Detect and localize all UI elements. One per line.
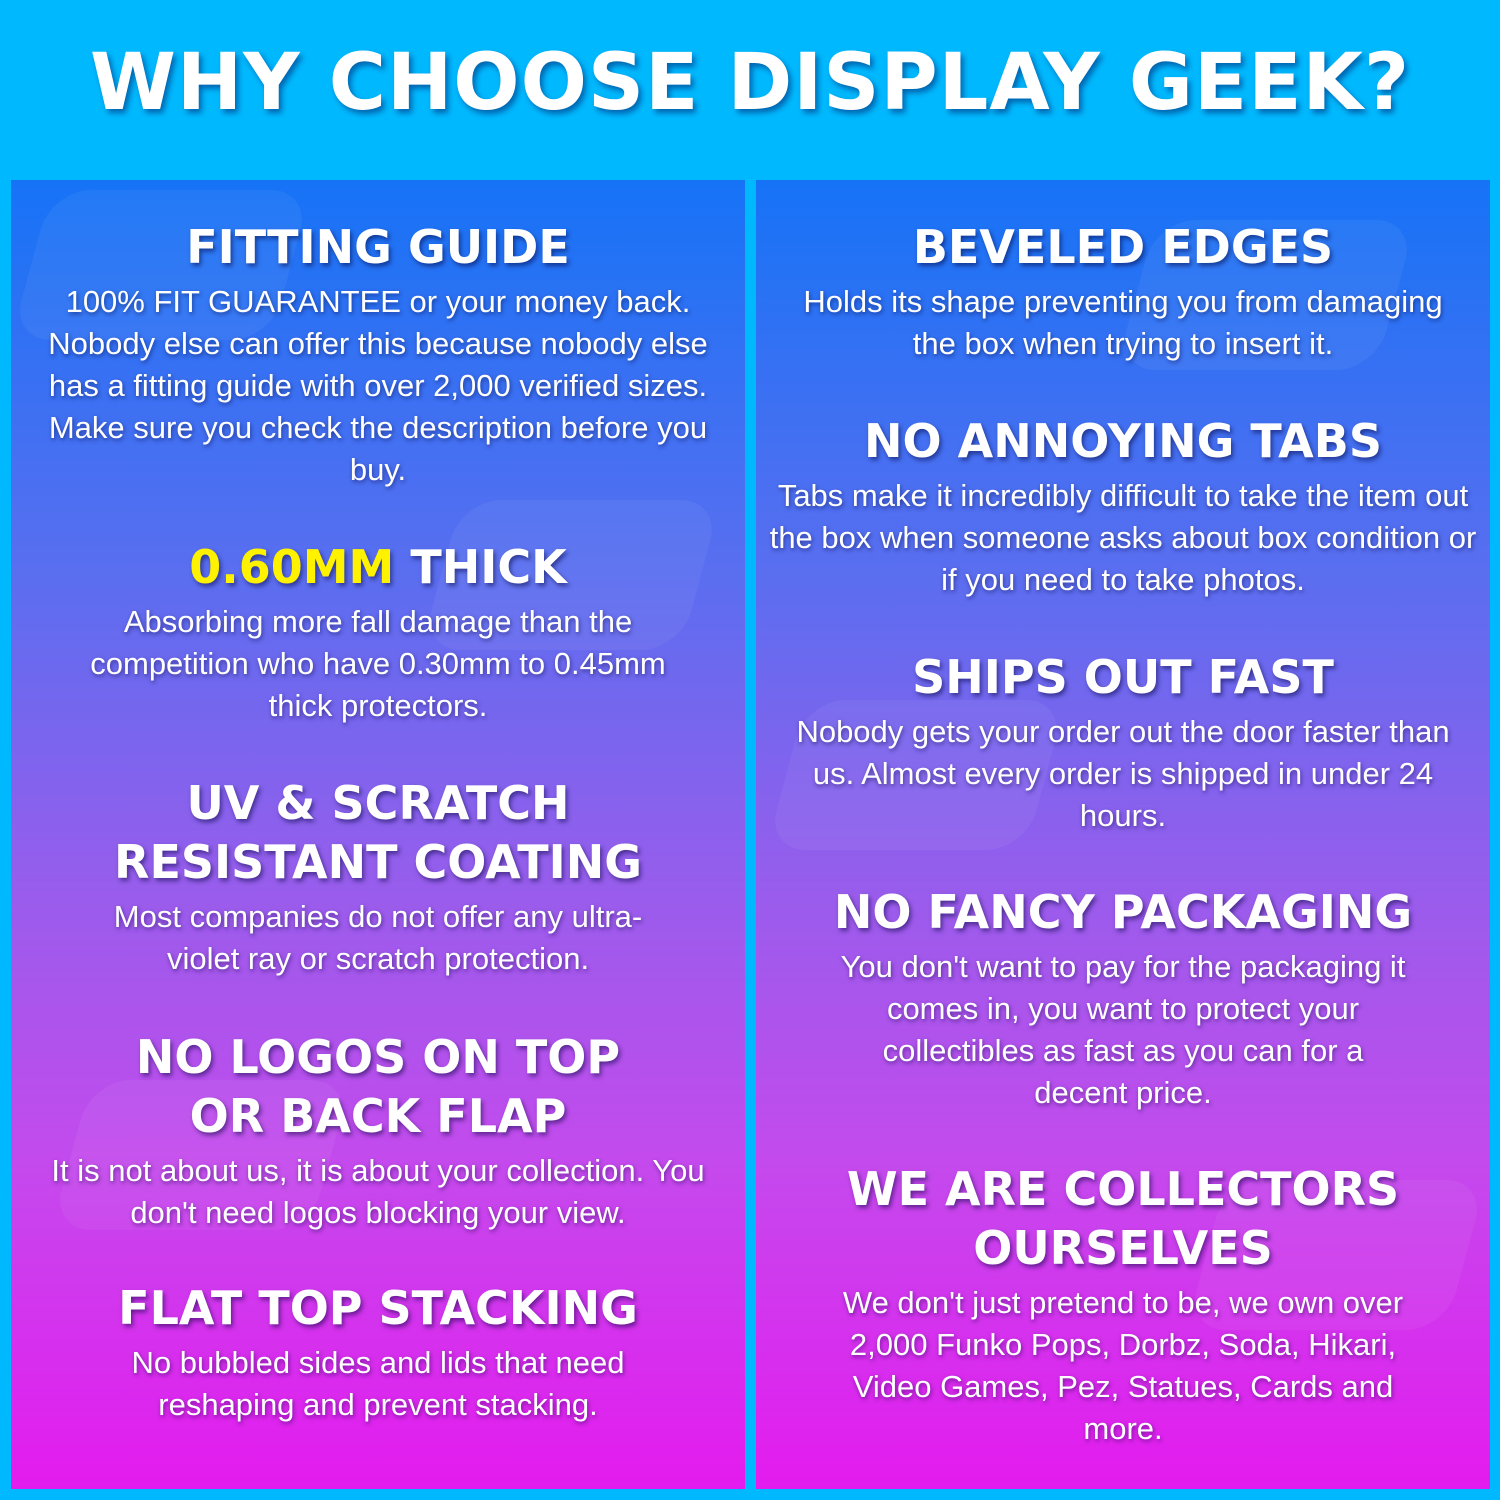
- feature-thickness: 0.60MM THICK Absorbing more fall damage …: [11, 538, 745, 727]
- feature-body: Holds its shape preventing you from dama…: [803, 284, 1443, 361]
- feature-body: 100% FIT GUARANTEE or your money back. N…: [48, 284, 708, 487]
- feature-title: UV & SCRATCH RESISTANT COATING: [114, 776, 642, 889]
- feature-title: WE ARE COLLECTORS OURSELVES: [846, 1162, 1400, 1275]
- feature-title-text: THICK: [410, 540, 567, 594]
- feature-title: SHIPS OUT FAST: [912, 650, 1334, 704]
- feature-body: Tabs make it incredibly difficult to tak…: [769, 478, 1477, 597]
- feature-flat-top: FLAT TOP STACKING No bubbled sides and l…: [11, 1279, 745, 1426]
- feature-title: 0.60MM THICK: [11, 538, 745, 597]
- feature-title: NO ANNOYING TABS: [864, 414, 1382, 468]
- feature-title: FITTING GUIDE: [186, 220, 570, 274]
- feature-body: Most companies do not offer any ultra-vi…: [113, 899, 643, 976]
- feature-no-tabs: NO ANNOYING TABS Tabs make it incredibly…: [756, 412, 1490, 601]
- feature-ships-fast: SHIPS OUT FAST Nobody gets your order ou…: [756, 648, 1490, 837]
- feature-collectors: WE ARE COLLECTORS OURSELVES We don't jus…: [756, 1160, 1490, 1450]
- feature-no-packaging: NO FANCY PACKAGING You don't want to pay…: [756, 883, 1490, 1114]
- feature-beveled-edges: BEVELED EDGES Holds its shape preventing…: [756, 218, 1490, 365]
- feature-body: You don't want to pay for the packaging …: [840, 949, 1406, 1110]
- thickness-highlight: 0.60MM: [189, 540, 395, 594]
- feature-no-logos: NO LOGOS ON TOP OR BACK FLAP It is not a…: [11, 1028, 745, 1234]
- feature-uv-coating: UV & SCRATCH RESISTANT COATING Most comp…: [11, 774, 745, 980]
- feature-title: FLAT TOP STACKING: [118, 1281, 638, 1335]
- feature-title: NO FANCY PACKAGING: [833, 885, 1413, 939]
- feature-body: Nobody gets your order out the door fast…: [796, 714, 1450, 833]
- left-feature-panel: FITTING GUIDE 100% FIT GUARANTEE or your…: [11, 180, 745, 1489]
- feature-body: No bubbled sides and lids that need resh…: [131, 1345, 625, 1422]
- feature-title: NO LOGOS ON TOP OR BACK FLAP: [135, 1030, 621, 1143]
- right-feature-panel: BEVELED EDGES Holds its shape preventing…: [756, 180, 1490, 1489]
- feature-body: Absorbing more fall damage than the comp…: [90, 604, 666, 723]
- page-title: WHY CHOOSE DISPLAY GEEK?: [89, 38, 1411, 128]
- feature-title: BEVELED EDGES: [912, 220, 1334, 274]
- feature-body: We don't just pretend to be, we own over…: [842, 1285, 1404, 1446]
- feature-body: It is not about us, it is about your col…: [51, 1153, 705, 1230]
- feature-fitting-guide: FITTING GUIDE 100% FIT GUARANTEE or your…: [11, 218, 745, 491]
